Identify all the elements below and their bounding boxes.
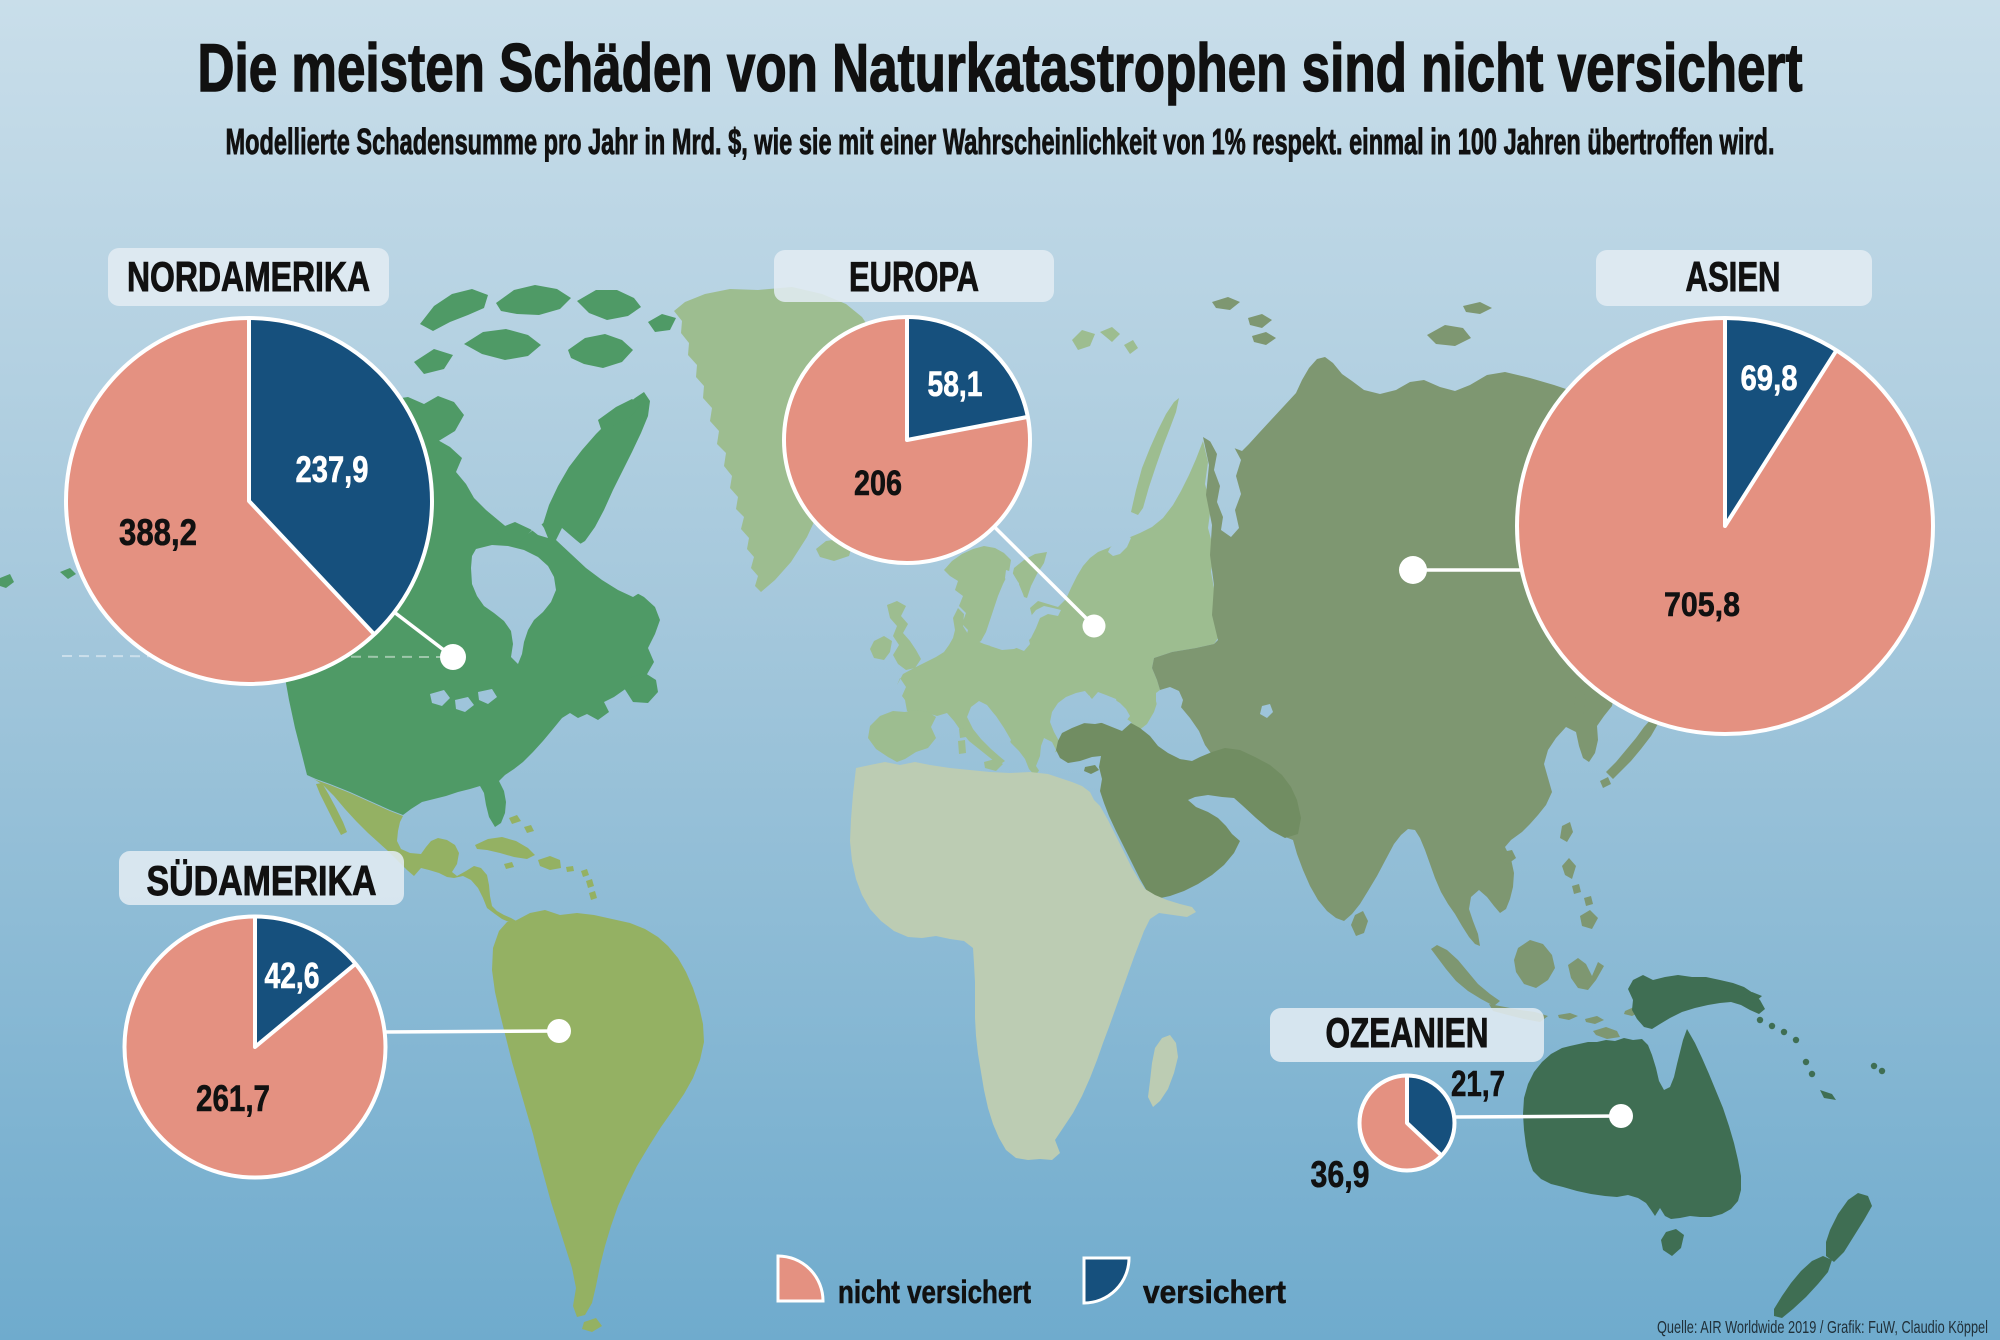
- svg-text:21,7: 21,7: [1451, 1063, 1505, 1104]
- svg-text:versichert: versichert: [1143, 1274, 1286, 1310]
- svg-text:Modellierte Schadensumme pro J: Modellierte Schadensumme pro Jahr in Mrd…: [226, 121, 1775, 162]
- svg-text:237,9: 237,9: [296, 449, 369, 490]
- svg-text:261,7: 261,7: [196, 1078, 270, 1119]
- svg-text:SÜDAMERIKA: SÜDAMERIKA: [147, 857, 377, 904]
- svg-text:705,8: 705,8: [1664, 586, 1740, 624]
- svg-text:ASIEN: ASIEN: [1686, 253, 1781, 300]
- svg-text:nicht versichert: nicht versichert: [838, 1274, 1031, 1310]
- svg-text:388,2: 388,2: [119, 512, 197, 553]
- svg-text:69,8: 69,8: [1741, 359, 1798, 398]
- svg-text:Die meisten Schäden von Naturk: Die meisten Schäden von Naturkatastrophe…: [198, 30, 1803, 106]
- svg-text:NORDAMERIKA: NORDAMERIKA: [127, 253, 370, 300]
- svg-text:36,9: 36,9: [1311, 1154, 1370, 1195]
- svg-text:58,1: 58,1: [928, 365, 983, 404]
- svg-text:42,6: 42,6: [265, 955, 320, 996]
- svg-text:EUROPA: EUROPA: [849, 253, 979, 300]
- svg-text:OZEANIEN: OZEANIEN: [1326, 1009, 1489, 1056]
- svg-text:206: 206: [854, 464, 902, 503]
- svg-text:Quelle: AIR Worldwide 2019 / G: Quelle: AIR Worldwide 2019 / Grafik: FuW…: [1657, 1317, 1988, 1337]
